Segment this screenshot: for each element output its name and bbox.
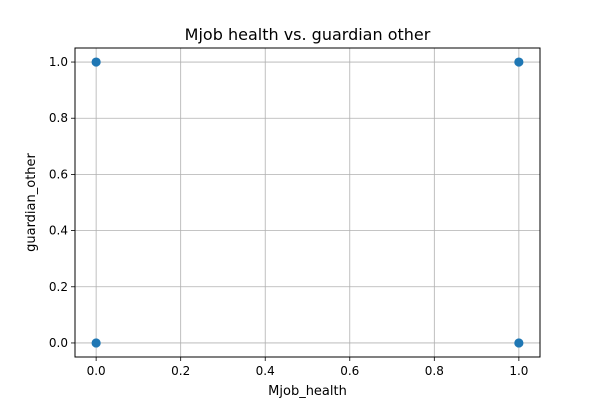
- x-tick-label: 0.4: [256, 364, 275, 378]
- y-tick-label: 0.2: [49, 280, 68, 294]
- x-tick-label: 1.0: [509, 364, 528, 378]
- y-tick-label: 0.8: [49, 111, 68, 125]
- x-axis-ticks: 0.0 0.2 0.4 0.6 0.8 1.0: [87, 357, 528, 378]
- scatter-point: [91, 57, 101, 67]
- x-axis-label: Mjob_health: [268, 384, 347, 399]
- y-tick-label: 0.6: [49, 167, 68, 181]
- y-tick-label: 0.0: [49, 336, 68, 350]
- data-points: [91, 57, 524, 348]
- x-tick-label: 0.2: [171, 364, 190, 378]
- scatter-point: [91, 338, 101, 348]
- y-tick-label: 0.4: [49, 224, 68, 238]
- x-tick-label: 0.0: [87, 364, 106, 378]
- x-tick-label: 0.6: [340, 364, 359, 378]
- y-tick-label: 1.0: [49, 55, 68, 69]
- chart-title: Mjob health vs. guardian other: [185, 25, 431, 44]
- x-tick-label: 0.8: [425, 364, 444, 378]
- grid: [75, 48, 540, 357]
- y-axis-label: guardian_other: [24, 152, 39, 251]
- scatter-point: [514, 338, 524, 348]
- y-axis-ticks: 0.0 0.2 0.4 0.6 0.8 1.0: [49, 55, 75, 350]
- scatter-point: [514, 57, 524, 67]
- plot-area-frame: [74, 47, 541, 358]
